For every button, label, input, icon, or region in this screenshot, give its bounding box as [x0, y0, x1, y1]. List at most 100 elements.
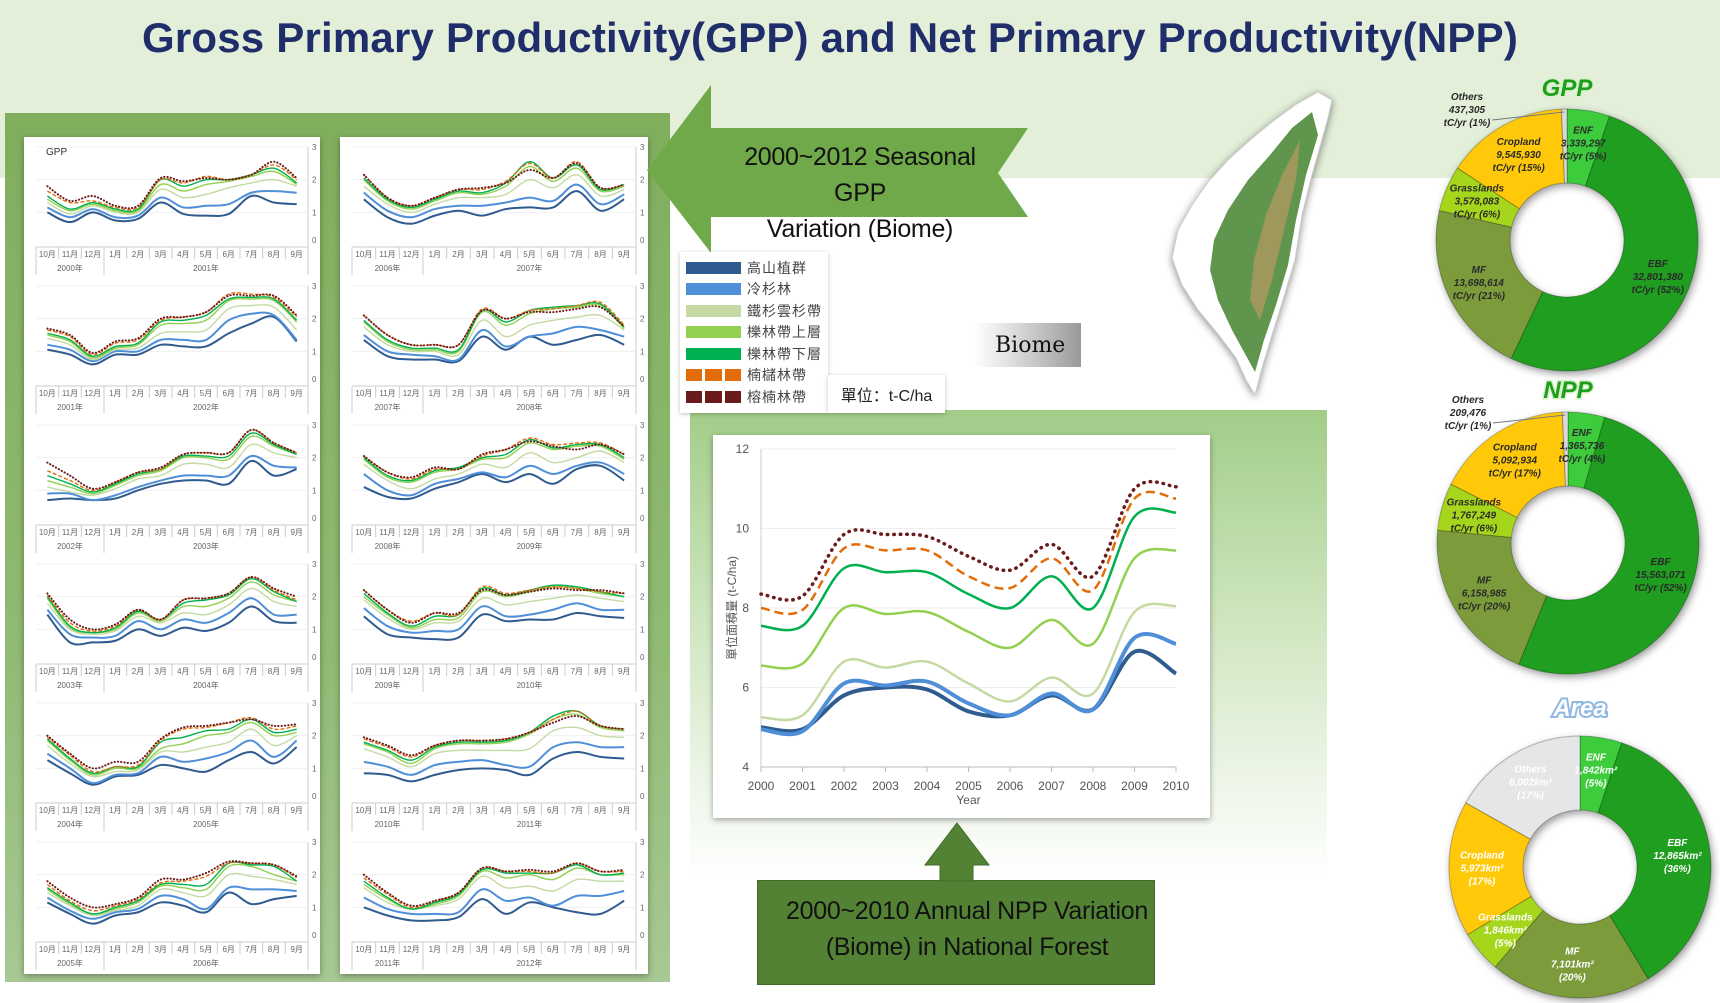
month-label: 10月 — [355, 389, 372, 398]
donut-label-line: Cropland — [1493, 443, 1538, 454]
biome-map-label: Biome — [973, 323, 1081, 367]
month-label: 8月 — [268, 389, 280, 398]
gpp-series-line — [362, 587, 626, 624]
donut-label: ENF 3,339,297 tC/yr (5%) — [1560, 125, 1607, 162]
x-tick-label: 2010 — [1163, 779, 1190, 793]
month-label: 1月 — [109, 945, 121, 954]
year-label: 2008年 — [517, 402, 543, 412]
year-label: 2002年 — [193, 402, 219, 412]
y-tick-label: 0 — [640, 236, 645, 245]
gpp-series-line — [363, 741, 625, 776]
donut-label-line: MF — [1472, 265, 1487, 276]
y-tick-label: 2 — [312, 593, 317, 602]
month-label: 11月 — [62, 945, 78, 954]
gpp-series-line — [363, 586, 625, 629]
donut-slice-others — [1560, 108, 1568, 184]
gpp-series-line — [363, 442, 625, 484]
npp-series-line — [760, 602, 1177, 722]
gpp-series-line — [363, 450, 625, 490]
gpp-series-line — [362, 715, 626, 757]
y-tick-label: 3 — [640, 282, 645, 291]
donut-label: Others 437,305 tC/yr (1%) — [1444, 92, 1491, 129]
donut-label-line: 437,305 — [1448, 105, 1486, 116]
x-tick-label: 2006 — [997, 779, 1024, 793]
month-label: 12月 — [84, 389, 101, 398]
y-tick-label: 1 — [312, 903, 317, 912]
donut-label: MF 6,158,985 tC/yr (20%) — [1458, 576, 1511, 613]
y-tick-label: 1 — [312, 764, 317, 773]
month-label: 7月 — [245, 389, 257, 398]
x-tick-label: 2000 — [748, 779, 775, 793]
donut-label-line: Others — [1452, 395, 1485, 406]
y-tick-label: 0 — [640, 931, 645, 940]
gpp-series-line — [46, 891, 297, 925]
gpp-series-line — [47, 296, 298, 357]
month-label: 8月 — [594, 945, 606, 954]
legend-swatch — [686, 369, 741, 382]
month-label: 8月 — [268, 528, 280, 537]
month-label: 3月 — [154, 806, 166, 815]
donut-label-line: Grasslands — [1450, 183, 1505, 194]
y-tick-label: 2 — [312, 315, 317, 324]
month-label: 2月 — [132, 250, 144, 259]
donut-label-line: tC/yr (20%) — [1458, 602, 1511, 613]
donut-label-line: 15,563,071 — [1636, 570, 1686, 581]
month-label: 4月 — [500, 250, 512, 259]
donut-label-line: Grasslands — [1478, 912, 1533, 923]
year-label: 2007年 — [375, 402, 401, 412]
month-label: 3月 — [154, 528, 166, 537]
gpp-series-line — [363, 750, 625, 783]
donut-label: ENF 1,365,736 tC/yr (4%) — [1559, 428, 1606, 465]
gpp-series-line — [46, 716, 297, 773]
month-label: 3月 — [476, 528, 488, 537]
y-tick-label: 3 — [640, 699, 645, 708]
gpp-chart-label: GPP — [46, 147, 67, 158]
gpp-series-line — [47, 443, 297, 497]
month-label: 8月 — [594, 806, 606, 815]
donut-label-line: MF — [1477, 576, 1492, 587]
month-label: 1月 — [429, 528, 441, 537]
donut-title: NPP — [1543, 377, 1593, 404]
month-label: 8月 — [594, 667, 606, 676]
donut-label: Cropland 5,092,934 tC/yr (17%) — [1489, 443, 1542, 480]
donut-label: MF 7,101km² (20%) — [1551, 947, 1594, 984]
gpp-series-line — [46, 728, 297, 778]
donut-label-line: tC/yr (1%) — [1444, 118, 1491, 129]
gpp-series-line — [47, 304, 298, 361]
legend-label: 櫟林帶下層 — [747, 345, 822, 362]
y-tick-label: 4 — [742, 760, 749, 774]
legend-item: 櫟林帶下層 — [686, 343, 822, 365]
donut-label-line: 3,339,297 — [1561, 138, 1606, 149]
month-label: 11月 — [62, 389, 78, 398]
gpp-series-line — [46, 587, 297, 635]
year-label: 2005年 — [57, 958, 83, 968]
donut-slice-cropland — [1456, 108, 1566, 210]
month-label: 1月 — [109, 250, 121, 259]
gpp-series-line — [46, 178, 297, 215]
area-donut — [1448, 735, 1712, 999]
legend-item: 冷杉林 — [686, 279, 822, 301]
year-label: 2011年 — [517, 819, 542, 829]
seasonal-gpp-card-left — [24, 137, 320, 974]
month-label: 6月 — [222, 806, 234, 815]
seasonal-gpp-chart: 0 1 2 3 10月 11月 12月 1月 2月 3月 4月 5月 6月 7月 8月 9月 2007年 2008… — [351, 282, 645, 414]
month-label: 9月 — [290, 389, 302, 398]
donut-label-line: ENF — [1572, 428, 1593, 439]
year-label: 2005年 — [193, 819, 219, 829]
npp-series-line — [760, 632, 1177, 737]
legend-label: 高山植群 — [747, 259, 807, 276]
month-label: 12月 — [403, 806, 420, 815]
alpine-zone — [1250, 140, 1300, 320]
donut-slice-enf — [1567, 411, 1606, 489]
month-label: 12月 — [403, 667, 420, 676]
y-tick-label: 3 — [312, 143, 317, 152]
gpp-series-line — [46, 293, 298, 354]
gpp-series-line — [363, 594, 625, 631]
donut-label: EBF 12,865km² (36%) — [1653, 838, 1702, 875]
gpp-series-line — [46, 872, 297, 917]
month-label: 9月 — [618, 528, 630, 537]
month-label: 7月 — [245, 667, 257, 676]
month-label: 1月 — [109, 389, 121, 398]
month-label: 4月 — [500, 806, 512, 815]
gpp-series-line — [363, 190, 625, 225]
